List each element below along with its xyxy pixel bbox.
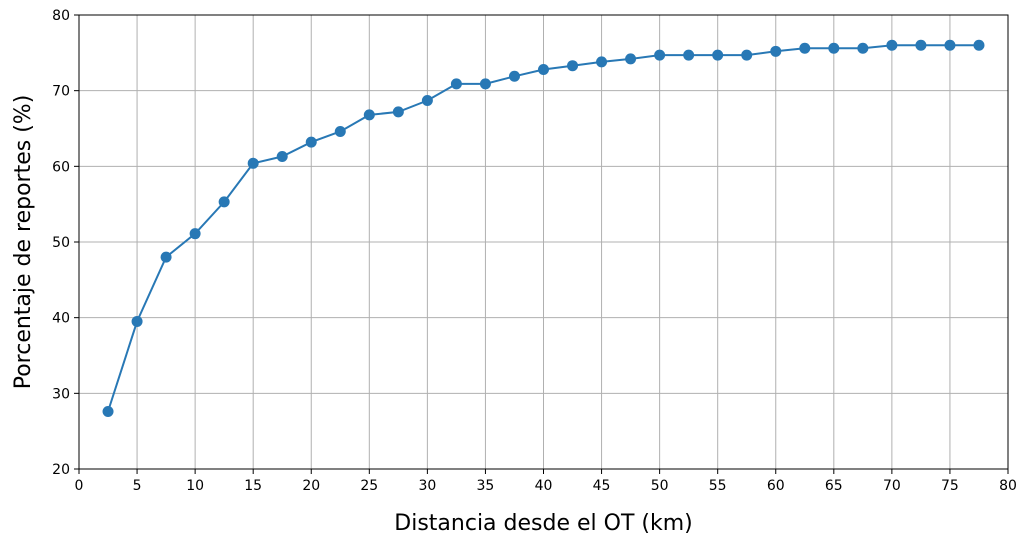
x-tick-label: 45 bbox=[593, 478, 611, 494]
data-point bbox=[915, 39, 927, 51]
x-tick-label: 70 bbox=[883, 478, 901, 494]
data-point bbox=[479, 78, 491, 90]
y-tick-label: 20 bbox=[52, 462, 70, 478]
x-tick-label: 25 bbox=[360, 478, 378, 494]
data-point bbox=[567, 60, 579, 72]
x-tick-label: 50 bbox=[651, 478, 669, 494]
data-point bbox=[160, 251, 172, 263]
y-tick-label: 50 bbox=[52, 235, 70, 251]
x-tick-label: 5 bbox=[133, 478, 142, 494]
x-tick-label: 60 bbox=[767, 478, 785, 494]
data-point bbox=[276, 150, 288, 162]
data-point bbox=[973, 39, 985, 51]
data-point bbox=[596, 56, 608, 68]
data-point bbox=[799, 42, 811, 54]
x-tick-label: 30 bbox=[418, 478, 436, 494]
data-point bbox=[247, 157, 259, 169]
x-tick-label: 20 bbox=[302, 478, 320, 494]
data-point bbox=[218, 196, 230, 208]
x-tick-label: 0 bbox=[75, 478, 84, 494]
data-point bbox=[886, 39, 898, 51]
data-point bbox=[363, 109, 375, 121]
data-point bbox=[189, 228, 201, 240]
data-point bbox=[625, 53, 637, 65]
y-axis-ticks: 20 30 40 50 60 70 80 bbox=[52, 8, 79, 478]
data-point bbox=[334, 126, 346, 138]
x-tick-label: 65 bbox=[825, 478, 843, 494]
y-tick-label: 30 bbox=[52, 386, 70, 402]
data-point bbox=[741, 49, 753, 61]
data-point bbox=[508, 70, 520, 82]
x-tick-label: 10 bbox=[186, 478, 204, 494]
data-point bbox=[421, 95, 433, 107]
grid bbox=[78, 14, 1009, 470]
y-tick-label: 60 bbox=[52, 159, 70, 175]
x-tick-label: 55 bbox=[709, 478, 727, 494]
data-point bbox=[102, 405, 114, 417]
data-point bbox=[944, 39, 956, 51]
data-point bbox=[392, 106, 404, 118]
data-point bbox=[450, 78, 462, 90]
x-tick-label: 35 bbox=[477, 478, 495, 494]
data-point bbox=[305, 136, 317, 148]
x-axis-label: Distancia desde el OT (km) bbox=[394, 511, 692, 536]
data-point bbox=[131, 315, 143, 327]
y-tick-label: 40 bbox=[52, 311, 70, 327]
data-points bbox=[102, 39, 985, 417]
y-tick-label: 70 bbox=[52, 84, 70, 100]
data-point bbox=[654, 49, 666, 61]
x-tick-label: 80 bbox=[999, 478, 1017, 494]
data-point bbox=[683, 49, 695, 61]
x-tick-label: 15 bbox=[244, 478, 262, 494]
x-tick-label: 40 bbox=[535, 478, 553, 494]
y-axis-label: Porcentaje de reportes (%) bbox=[11, 95, 36, 390]
data-point bbox=[538, 63, 549, 75]
data-point bbox=[770, 45, 782, 57]
data-point bbox=[712, 49, 724, 61]
x-tick-label: 75 bbox=[941, 478, 959, 494]
x-axis-ticks: 0 5 10 15 20 25 30 35 40 45 50 55 60 65 70 75 80 bbox=[75, 469, 1017, 494]
data-point bbox=[828, 42, 840, 54]
data-point bbox=[857, 42, 869, 54]
y-tick-label: 80 bbox=[52, 8, 70, 24]
